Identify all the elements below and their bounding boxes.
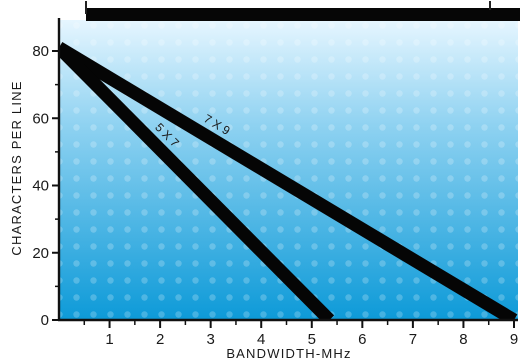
top-frame-bar <box>86 8 520 21</box>
x-tick-label: 4 <box>257 331 265 348</box>
series-layer <box>60 42 518 320</box>
x-axis-title: BANDWIDTH-MHz <box>226 346 351 361</box>
y-axis-title: CHARACTERS PER LINE <box>9 80 24 255</box>
y-tick-label: 20 <box>32 245 49 262</box>
x-tick-label: 2 <box>156 331 164 348</box>
y-tick-label: 40 <box>32 178 49 195</box>
x-tick-label: 1 <box>105 331 113 348</box>
x-tick-label: 7 <box>409 331 417 348</box>
x-tick-label: 8 <box>459 331 467 348</box>
tick-layer <box>52 50 515 328</box>
x-tick-label: 9 <box>510 331 518 348</box>
x-tick-label: 3 <box>206 331 214 348</box>
y-tick-label: 0 <box>41 312 49 329</box>
series-line-5x7 <box>60 43 335 320</box>
y-tick-label: 60 <box>32 110 49 127</box>
y-tick-label: 80 <box>32 43 49 60</box>
series-line-7x9 <box>60 42 518 320</box>
x-tick-label: 5 <box>308 331 316 348</box>
x-tick-label: 6 <box>358 331 366 348</box>
